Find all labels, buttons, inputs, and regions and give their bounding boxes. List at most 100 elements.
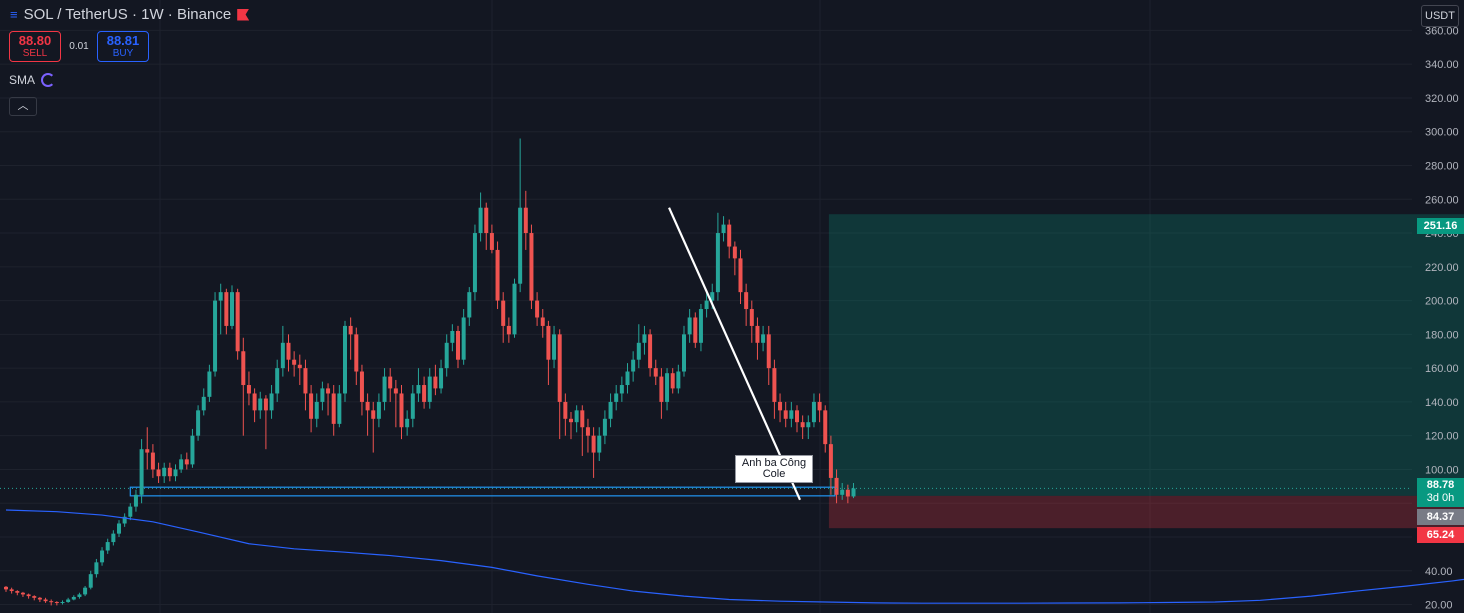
candle-body bbox=[506, 325, 511, 335]
candle-body bbox=[761, 334, 766, 343]
indicator-name: SMA bbox=[9, 73, 36, 87]
candle-body bbox=[783, 410, 788, 419]
candle-body bbox=[732, 246, 737, 259]
candle-body bbox=[292, 359, 297, 365]
candle-body bbox=[806, 422, 811, 428]
candle-body bbox=[66, 599, 71, 603]
candle-body bbox=[789, 410, 794, 419]
candle-body bbox=[26, 594, 31, 597]
candle-body bbox=[343, 325, 347, 394]
candle-body bbox=[727, 224, 732, 247]
candle-body bbox=[263, 398, 268, 411]
candle-body bbox=[60, 602, 65, 604]
candle-body bbox=[427, 376, 432, 402]
symbol-header[interactable]: ≡ SOL / TetherUS · 1W · Binance bbox=[10, 6, 250, 23]
current-price-value: 88.78 bbox=[1426, 479, 1455, 491]
flag-icon[interactable] bbox=[237, 8, 250, 21]
candle-body bbox=[444, 342, 449, 369]
candle-body bbox=[676, 371, 681, 389]
candle-body bbox=[117, 523, 121, 534]
candle-body bbox=[540, 317, 545, 326]
candle-body bbox=[410, 393, 415, 419]
candle-body bbox=[501, 300, 506, 326]
candle-body bbox=[173, 469, 178, 477]
candle-body bbox=[563, 401, 568, 419]
candle-body bbox=[467, 292, 472, 318]
price-tick-label: 120.00 bbox=[1425, 431, 1459, 443]
price-tick-label: 20.00 bbox=[1425, 600, 1453, 612]
candle-body bbox=[162, 467, 167, 477]
candle-body bbox=[150, 452, 155, 470]
candles bbox=[0, 138, 1412, 606]
candle-body bbox=[88, 574, 93, 588]
candle-body bbox=[518, 207, 523, 284]
candle-body bbox=[693, 317, 698, 343]
buy-price: 88.81 bbox=[106, 33, 140, 48]
price-tick-label: 140.00 bbox=[1425, 397, 1459, 409]
candle-body bbox=[811, 401, 816, 423]
candle-body bbox=[111, 533, 116, 543]
candle-body bbox=[71, 596, 76, 600]
candle-body bbox=[597, 435, 602, 453]
candle-body bbox=[840, 489, 845, 495]
candle-body bbox=[512, 283, 517, 335]
candle-body bbox=[320, 388, 325, 402]
trade-panel: 88.80 SELL 0.01 88.81 BUY bbox=[9, 31, 149, 62]
candle-body bbox=[659, 376, 664, 402]
candle-body bbox=[399, 393, 404, 428]
candle-body bbox=[456, 330, 460, 360]
chart-annotation[interactable]: Anh ba Công Cole bbox=[735, 455, 813, 483]
candle-body bbox=[354, 334, 359, 372]
candle-body bbox=[326, 388, 331, 394]
candle-body bbox=[348, 325, 353, 335]
indicator-legend[interactable]: SMA bbox=[9, 73, 56, 87]
candle-body bbox=[37, 597, 42, 600]
candle-body bbox=[823, 410, 828, 445]
candle-body bbox=[755, 325, 760, 343]
countdown-value: 3d 0h bbox=[1426, 492, 1455, 504]
stop-price-label: 65.24 bbox=[1417, 527, 1464, 543]
candle-body bbox=[461, 317, 466, 360]
candle-body bbox=[749, 309, 754, 326]
price-tick-label: 260.00 bbox=[1425, 194, 1459, 206]
sell-button[interactable]: 88.80 SELL bbox=[9, 31, 61, 62]
sell-label: SELL bbox=[22, 48, 48, 59]
candle-body bbox=[405, 418, 410, 428]
candle-body bbox=[241, 351, 246, 386]
stop-zone bbox=[828, 495, 1464, 529]
candle-body bbox=[235, 292, 240, 352]
price-axis: 20.0040.0060.0080.00100.00120.00140.0016… bbox=[1425, 25, 1459, 611]
candle-body bbox=[795, 410, 799, 423]
candle-body bbox=[122, 516, 127, 524]
candle-body bbox=[529, 233, 534, 301]
price-tick-label: 320.00 bbox=[1425, 93, 1459, 105]
candle-body bbox=[77, 594, 82, 597]
candle-body bbox=[393, 388, 398, 394]
candle-body bbox=[682, 334, 686, 372]
candle-body bbox=[744, 292, 749, 310]
buy-button[interactable]: 88.81 BUY bbox=[97, 31, 149, 62]
chevron-up-icon[interactable]: ︿ bbox=[9, 97, 37, 116]
candle-body bbox=[337, 393, 342, 424]
current-price-label: 88.78 3d 0h bbox=[1417, 478, 1464, 507]
price-tick-label: 40.00 bbox=[1425, 566, 1453, 578]
candle-body bbox=[608, 401, 613, 419]
price-tick-label: 280.00 bbox=[1425, 160, 1459, 172]
candle-body bbox=[834, 477, 839, 495]
candle-body bbox=[230, 292, 234, 326]
price-tick-label: 180.00 bbox=[1425, 329, 1459, 341]
candle-body bbox=[49, 601, 54, 603]
candle-body bbox=[314, 401, 319, 419]
target-zone bbox=[828, 214, 1464, 496]
price-tick-label: 360.00 bbox=[1425, 25, 1459, 37]
candle-body bbox=[388, 376, 393, 389]
currency-button[interactable]: USDT bbox=[1421, 5, 1459, 27]
candle-body bbox=[139, 449, 144, 495]
candle-body bbox=[557, 334, 562, 402]
hamburger-icon[interactable]: ≡ bbox=[10, 7, 18, 22]
candle-body bbox=[246, 385, 251, 394]
candle-body bbox=[631, 359, 636, 372]
candle-body bbox=[128, 506, 133, 517]
entry-price-label: 84.37 bbox=[1417, 509, 1464, 525]
